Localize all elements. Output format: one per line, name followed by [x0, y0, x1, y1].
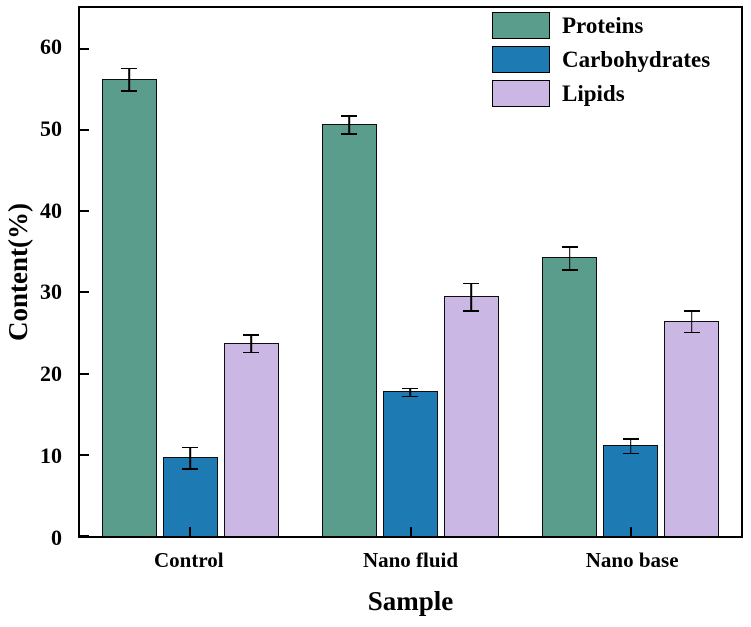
legend-swatch-proteins [492, 12, 550, 39]
y-tick [80, 210, 89, 213]
error-bar-cap-bottom [182, 468, 199, 470]
y-tick-label: 20 [40, 361, 62, 387]
error-bar-cap-top [121, 67, 138, 70]
error-bar-cap-top [243, 333, 260, 336]
bar-carbohydrates-1 [162, 446, 218, 536]
legend-label: Lipids [562, 80, 625, 106]
bar-group-nano-base [521, 8, 741, 536]
bar-lipids-2 [443, 282, 499, 536]
error-bar-line [569, 246, 571, 271]
error-bar-cap-top [402, 387, 419, 390]
bar-proteins-2 [321, 115, 377, 536]
error-bar-cap-top [182, 446, 199, 449]
y-tick-label: 30 [40, 279, 62, 305]
y-tick [80, 453, 89, 456]
error-bar-cap-bottom [622, 452, 639, 455]
y-tick [80, 535, 89, 537]
legend: Proteins Carbohydrates Lipids [492, 12, 710, 114]
plot-area: Proteins Carbohydrates Lipids [78, 6, 743, 538]
legend-item-carbohydrates: Carbohydrates [492, 46, 710, 73]
error-bar-line [348, 115, 351, 135]
x-axis-label: Sample [367, 586, 454, 616]
error-bar-cap-top [683, 310, 700, 312]
error-bar [445, 282, 498, 312]
error-bar-cap-bottom [561, 268, 578, 271]
x-tick [409, 527, 412, 536]
x-category-label-nano-base: Nano base [585, 548, 679, 572]
legend-label: Proteins [562, 12, 644, 38]
y-tick [80, 372, 89, 375]
error-bar-line [409, 387, 412, 398]
y-tick-label: 50 [40, 115, 62, 141]
error-bar [665, 310, 718, 334]
error-bar [323, 115, 376, 135]
bar-group-nano-fluid [300, 8, 520, 536]
y-tick-labels: 0 10 20 30 40 50 60 [0, 6, 72, 548]
x-tick [189, 527, 192, 536]
bar-proteins-3 [542, 246, 598, 536]
error-bar-cap-top [561, 246, 578, 248]
y-tick-label: 0 [51, 525, 62, 550]
legend-item-lipids: Lipids [492, 80, 710, 107]
error-bar-line [128, 67, 130, 92]
y-tick [80, 291, 89, 294]
error-bar-cap-bottom [683, 331, 700, 334]
error-bar-cap-top [622, 437, 639, 440]
error-bar-cap-top [341, 115, 358, 118]
error-bar-cap-bottom [402, 395, 419, 398]
x-category-labels: Control Nano fluid Nano base [78, 548, 743, 578]
error-bar-line [630, 437, 632, 455]
error-bar [384, 387, 437, 398]
bar-lipids-1 [223, 333, 279, 536]
error-bar [103, 67, 156, 92]
bar-proteins-1 [101, 67, 157, 536]
error-bar-cap-bottom [243, 351, 260, 354]
error-bar-cap-bottom [121, 90, 138, 92]
legend-swatch-carbohydrates [492, 46, 550, 73]
error-bar-cap-bottom [463, 310, 480, 312]
error-bar [604, 437, 657, 455]
error-bar-line [189, 446, 191, 470]
y-tick-label: 10 [40, 443, 62, 469]
y-tick-label: 60 [40, 33, 62, 59]
error-bar-cap-bottom [341, 133, 358, 135]
legend-item-proteins: Proteins [492, 12, 710, 39]
error-bar [164, 446, 217, 470]
x-tick [629, 527, 632, 536]
x-category-label-control: Control [154, 548, 224, 572]
error-bar [543, 246, 596, 271]
y-tick [80, 47, 89, 50]
bar-group-control [80, 8, 300, 536]
x-category-label-nano-fluid: Nano fluid [362, 548, 459, 572]
error-bar [225, 333, 278, 354]
legend-swatch-lipids [492, 80, 550, 107]
legend-label: Carbohydrates [562, 46, 711, 72]
error-bar-line [691, 310, 693, 334]
y-tick [80, 128, 89, 131]
bar-groups [80, 8, 741, 536]
bar-carbohydrates-3 [603, 437, 659, 536]
y-tick-label: 40 [40, 197, 62, 223]
error-bar-line [250, 333, 252, 354]
bar-lipids-3 [664, 310, 720, 536]
error-bar-line [470, 282, 473, 312]
error-bar-cap-top [463, 282, 480, 285]
bar-carbohydrates-2 [382, 387, 438, 536]
